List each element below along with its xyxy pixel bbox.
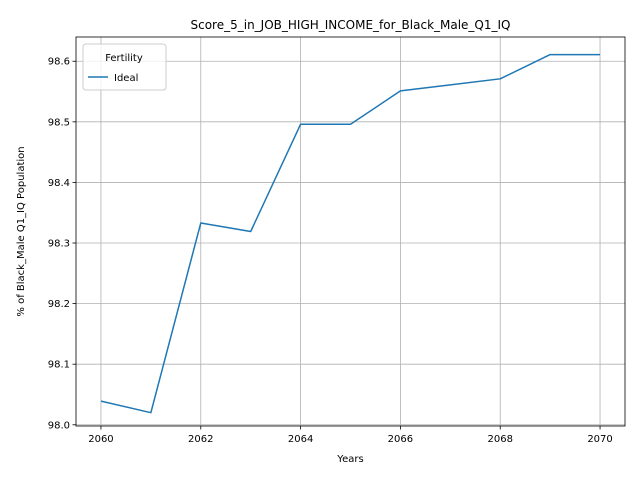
y-tick-label: 98.4 <box>48 178 70 189</box>
x-tick-label: 2070 <box>587 434 612 445</box>
y-tick-label: 98.2 <box>48 299 70 310</box>
x-tick-label: 2064 <box>288 434 313 445</box>
x-tick-label: 2068 <box>488 434 513 445</box>
y-tick-label: 98.6 <box>48 57 70 68</box>
y-tick-label: 98.0 <box>48 420 70 431</box>
chart-title: Score_5_in_JOB_HIGH_INCOME_for_Black_Mal… <box>190 18 510 32</box>
y-tick-label: 98.3 <box>48 239 70 250</box>
y-tick-label: 98.5 <box>48 117 70 128</box>
x-tick-label: 2060 <box>88 434 113 445</box>
x-axis-label: Years <box>336 454 363 465</box>
legend-title: Fertility <box>105 53 143 64</box>
y-axis-label: % of Black_Male Q1_IQ Population <box>16 146 27 316</box>
x-tick-label: 2066 <box>388 434 413 445</box>
x-tick-label: 2062 <box>188 434 213 445</box>
legend: Fertility Ideal <box>83 44 166 90</box>
legend-entry-ideal: Ideal <box>114 73 138 84</box>
y-tick-label: 98.1 <box>48 360 70 371</box>
